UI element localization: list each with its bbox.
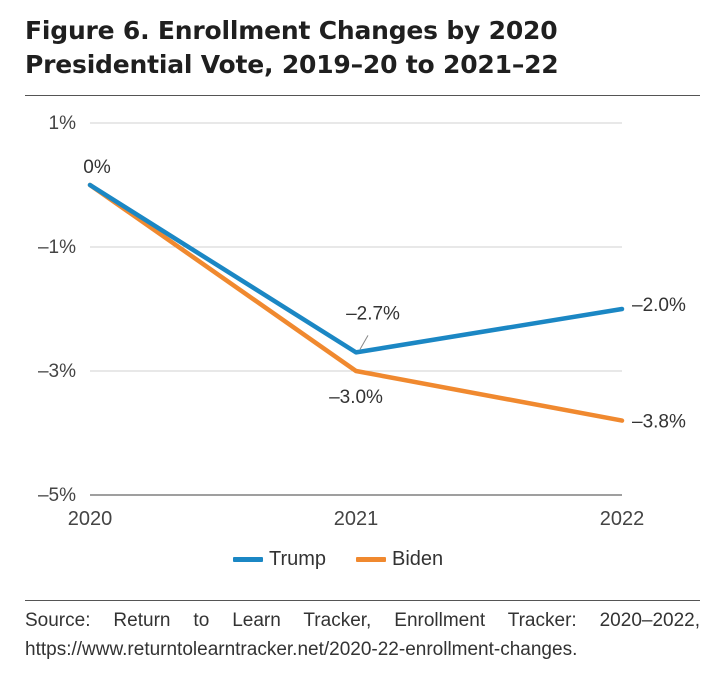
y-tick-label: –5% — [38, 485, 76, 506]
data-label-biden-2022: –3.8% — [632, 412, 686, 433]
legend-item-biden: Biden — [356, 546, 443, 572]
y-tick-label: –3% — [38, 361, 76, 382]
data-label-biden-2021: –3.0% — [329, 387, 383, 408]
y-tick-label: –1% — [38, 237, 76, 258]
line-chart: 1% –1% –3% –5% 2020 2021 2022 0% –2.7% –2.0% –3.… — [38, 113, 686, 530]
chart-title: Figure 6. Enrollment Changes by 2020 Pre… — [25, 16, 559, 79]
x-tick-label: 2020 — [68, 508, 113, 530]
y-axis-ticks: 1% –1% –3% –5% — [38, 113, 76, 506]
source-divider — [25, 600, 700, 601]
title-divider — [25, 95, 700, 96]
x-axis-ticks: 2020 2021 2022 — [68, 508, 645, 530]
source-note: Source: Return to Learn Tracker, Enrollm… — [25, 610, 700, 660]
legend-swatch-biden — [356, 556, 386, 562]
y-tick-label: 1% — [49, 113, 77, 134]
series-line-biden — [87, 182, 625, 423]
data-labels: 0% –2.7% –2.0% –3.0% –3.8% — [83, 157, 686, 433]
legend-swatch-trump — [233, 556, 263, 562]
legend-label-biden: Biden — [392, 547, 444, 570]
label-leader-line — [359, 335, 369, 350]
series-lines — [87, 182, 625, 423]
legend-label-trump: Trump — [269, 547, 327, 570]
legend-item-trump: Trump — [233, 546, 326, 572]
x-tick-label: 2022 — [600, 508, 645, 530]
x-tick-label: 2021 — [334, 508, 379, 530]
data-label-trump-2022: –2.0% — [632, 295, 686, 316]
legend: Trump Biden — [0, 546, 708, 572]
data-label-origin: 0% — [83, 157, 111, 178]
series-line-trump — [87, 182, 625, 355]
data-label-trump-2021: –2.7% — [346, 303, 400, 324]
